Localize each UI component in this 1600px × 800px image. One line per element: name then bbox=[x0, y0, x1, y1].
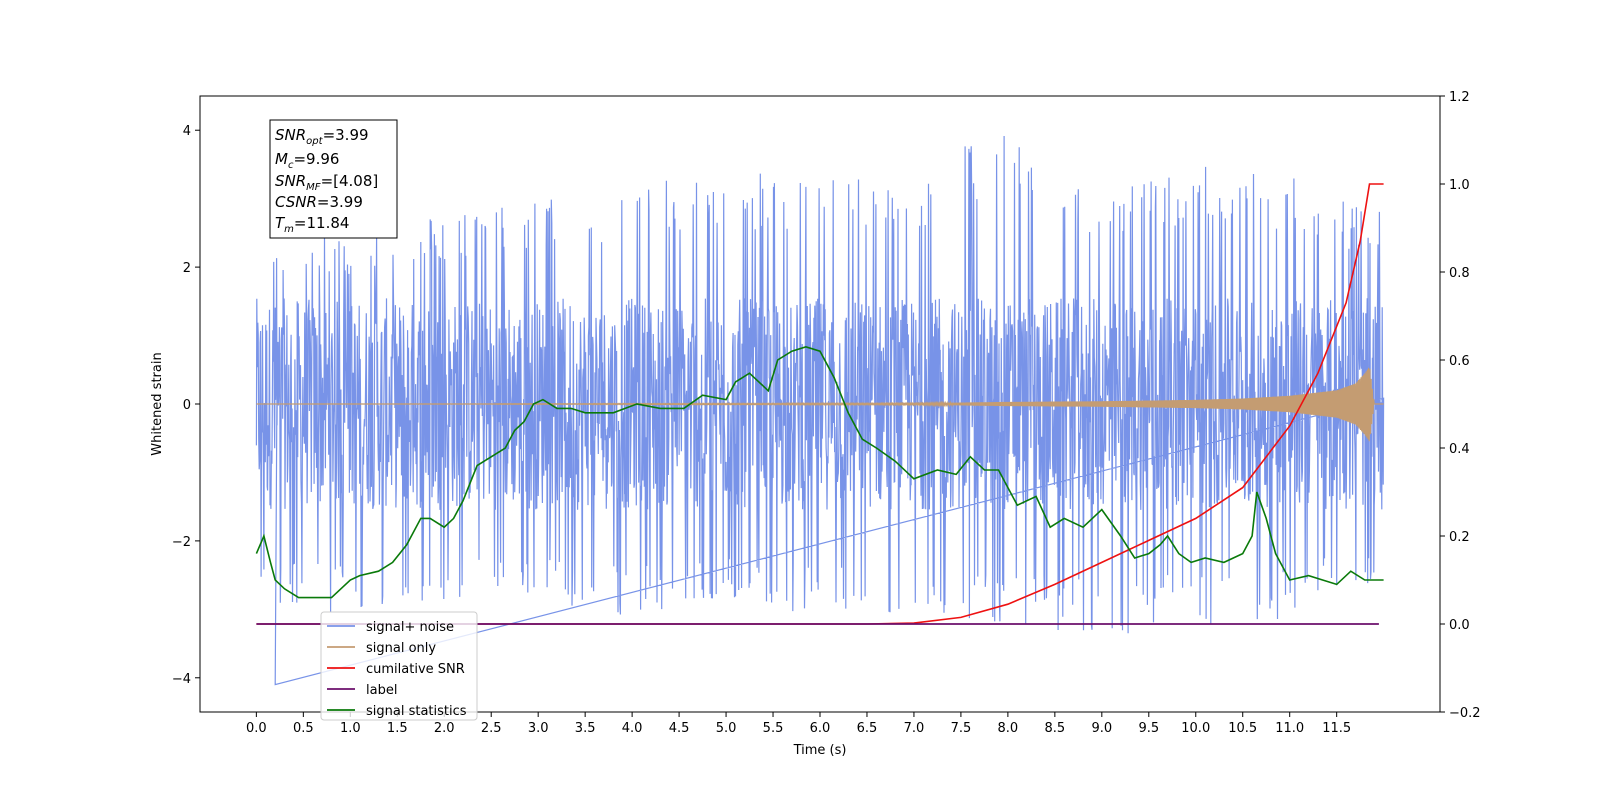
x-tick-label: 2.0 bbox=[434, 721, 455, 736]
y-tick-label: 2 bbox=[183, 261, 191, 276]
x-tick-label: 6.0 bbox=[810, 721, 831, 736]
x-tick-label: 6.5 bbox=[857, 721, 878, 736]
y2-tick-label: 0.2 bbox=[1449, 530, 1470, 545]
x-tick-label: 1.5 bbox=[387, 721, 408, 736]
y2-tick-label: 0.8 bbox=[1449, 266, 1470, 281]
legend-entry: cumilative SNR bbox=[366, 662, 465, 677]
series-signal-only bbox=[256, 367, 1384, 442]
y2-tick-label: 0.0 bbox=[1449, 618, 1470, 633]
x-tick-label: 10.0 bbox=[1181, 721, 1210, 736]
legend-entry: signal statistics bbox=[366, 704, 467, 719]
annotation-csnr: CSNR=3.99 bbox=[275, 193, 363, 211]
x-axis: 0.0 0.5 1.0 1.5 2.0 2.5 3.0 3.5 4.0 4.5 5.0 5.5 6.0 6… bbox=[246, 712, 1351, 736]
y-tick-label: 4 bbox=[183, 124, 191, 139]
x-tick-label: 8.5 bbox=[1045, 721, 1066, 736]
annotation-snr-mf: SNRMF=[4.08] bbox=[275, 172, 378, 193]
x-tick-label: 8.0 bbox=[998, 721, 1019, 736]
y2-tick-label: 0.6 bbox=[1449, 354, 1470, 369]
y2-tick-label: 1.0 bbox=[1449, 178, 1470, 193]
annotation-box: SNRopt=3.99 Mc=9.96 SNRMF=[4.08] CSNR=3.… bbox=[269, 119, 398, 239]
x-tick-label: 11.5 bbox=[1322, 721, 1351, 736]
x-tick-label: 5.5 bbox=[763, 721, 784, 736]
annotation-mc: Mc=9.96 bbox=[275, 150, 339, 171]
x-tick-label: 0.0 bbox=[246, 721, 267, 736]
series-layer bbox=[255, 135, 1385, 686]
series-signal-noise bbox=[255, 135, 1385, 686]
x-tick-label: 0.5 bbox=[293, 721, 314, 736]
x-tick-label: 3.0 bbox=[528, 721, 549, 736]
y2-tick-label: −0.2 bbox=[1449, 706, 1481, 721]
y2-tick-label: 0.4 bbox=[1449, 442, 1470, 457]
x-tick-label: 3.5 bbox=[575, 721, 596, 736]
series-cumulative-snr bbox=[256, 183, 1384, 625]
y-axis-label: Whitened strain bbox=[150, 352, 165, 455]
annotation-snr-opt: SNRopt=3.99 bbox=[275, 126, 369, 147]
x-tick-label: 9.5 bbox=[1138, 721, 1159, 736]
legend-entry: label bbox=[366, 683, 397, 698]
x-tick-label: 4.0 bbox=[622, 721, 643, 736]
y-tick-label: −2 bbox=[172, 535, 191, 550]
annotation-tm: Tm=11.84 bbox=[275, 214, 349, 235]
y2-tick-label: 1.2 bbox=[1449, 90, 1470, 105]
x-tick-label: 1.0 bbox=[340, 721, 361, 736]
y-tick-label: −4 bbox=[172, 672, 191, 687]
y-tick-label: 0 bbox=[183, 398, 191, 413]
y-axis-left: −4 −2 0 2 4 bbox=[172, 124, 200, 687]
x-tick-label: 7.5 bbox=[951, 721, 972, 736]
x-axis-label: Time (s) bbox=[793, 743, 847, 758]
y-axis-right: −0.2 0.0 0.2 0.4 0.6 0.8 1.0 1.2 bbox=[1440, 90, 1481, 721]
x-tick-label: 4.5 bbox=[669, 721, 690, 736]
legend: signal+ noise signal only cumilative SNR la… bbox=[320, 611, 478, 721]
x-tick-label: 5.0 bbox=[716, 721, 737, 736]
legend-entry: signal+ noise bbox=[366, 620, 454, 635]
x-tick-label: 7.0 bbox=[904, 721, 925, 736]
series-signal-statistics bbox=[255, 345, 1384, 599]
x-tick-label: 10.5 bbox=[1228, 721, 1257, 736]
legend-entry: signal only bbox=[366, 641, 436, 656]
x-tick-label: 2.5 bbox=[481, 721, 502, 736]
x-tick-label: 11.0 bbox=[1275, 721, 1304, 736]
x-tick-label: 9.0 bbox=[1091, 721, 1112, 736]
